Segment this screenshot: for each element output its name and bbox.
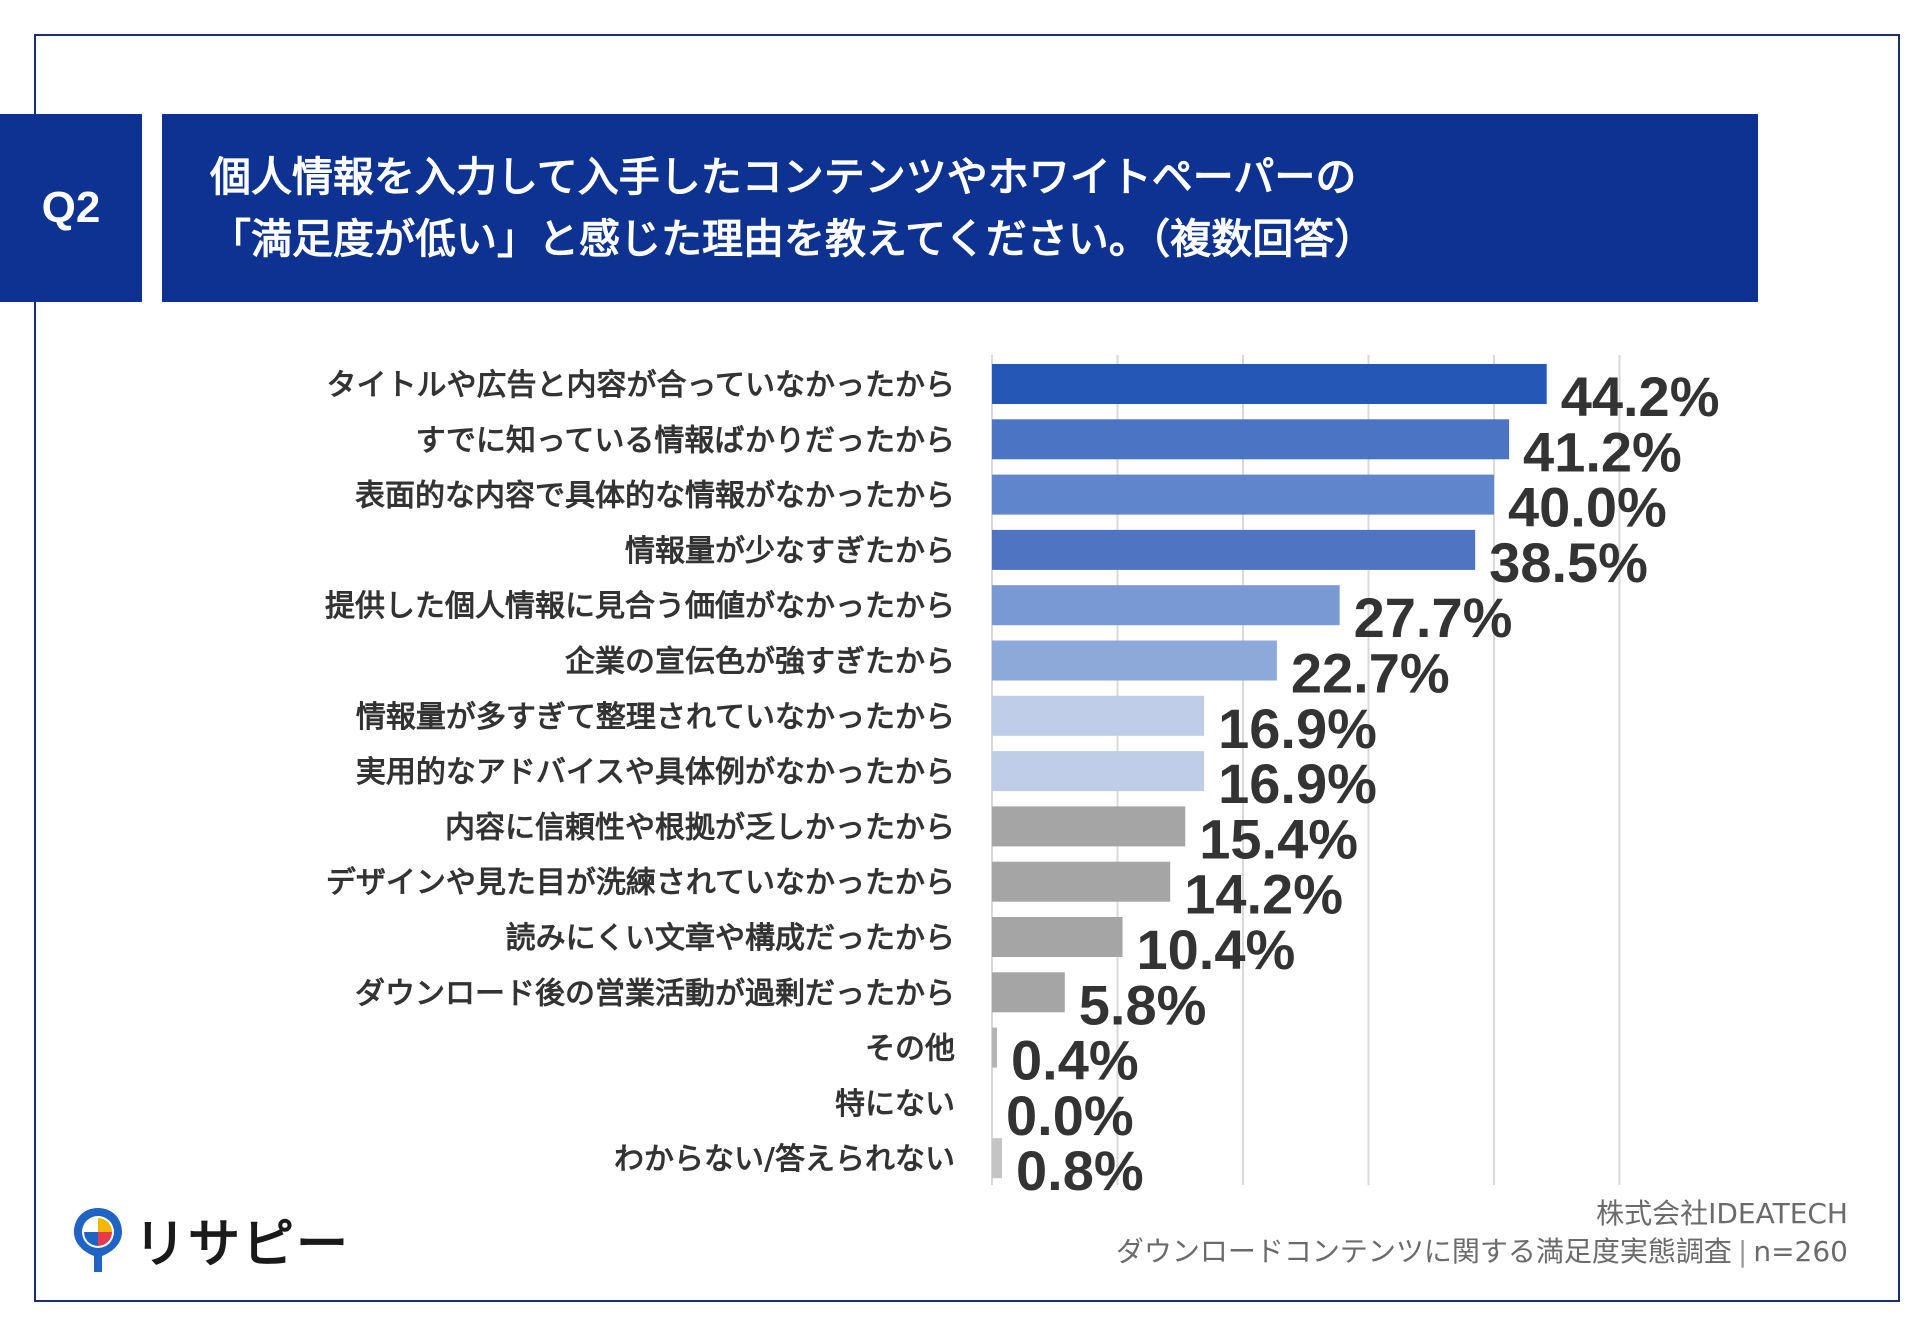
value-label: 40.0%: [1508, 476, 1667, 539]
category-label: わからない/答えられない: [614, 1142, 955, 1177]
value-label: 0.8%: [1016, 1139, 1144, 1202]
category-label: 特にない: [835, 1087, 955, 1122]
bar: [992, 917, 1123, 957]
question-title-banner: 個人情報を入力して入手したコンテンツやホワイトペーパーの 「満足度が低い」と感じ…: [162, 114, 1758, 302]
bar: [992, 861, 1171, 902]
category-label: ダウンロード後の営業活動が過剰だったから: [355, 976, 955, 1011]
chart-frame: [34, 34, 1900, 1302]
category-label: タイトルや広告と内容が合っていなかったから: [327, 368, 956, 403]
bar: [992, 640, 1277, 681]
question-title-line-2: 「満足度が低い」と感じた理由を教えてください。（複数回答）: [210, 215, 1376, 263]
category-label: 読みにくい文章や構成だったから: [506, 921, 955, 956]
source-company: 株式会社IDEATECH: [1596, 1197, 1848, 1230]
bar: [992, 364, 1547, 404]
question-title-line-1: 個人情報を入力して入手したコンテンツやホワイトペーパーの: [210, 153, 1357, 201]
bar: [992, 419, 1510, 460]
bar: [992, 751, 1205, 792]
category-label: 表面的な内容で具体的な情報がなかったから: [355, 479, 955, 514]
source-note: 株式会社IDEATECH ダウンロードコンテンツに関する満足度実態調査 | n=26…: [1116, 1195, 1848, 1271]
bar: [992, 1027, 998, 1068]
bar: [992, 972, 1065, 1013]
category-label: 情報量が多すぎて整理されていなかったから: [356, 700, 955, 735]
value-label: 16.9%: [1218, 752, 1377, 815]
bar: [992, 1138, 1003, 1179]
category-label: 実用的なアドバイスや具体例がなかったから: [356, 755, 955, 790]
map-pin-icon: [70, 1204, 126, 1276]
bar: [992, 474, 1494, 515]
bar: [992, 695, 1205, 736]
risapi-logo: リサピー: [70, 1202, 350, 1277]
question-number: Q2: [41, 183, 101, 232]
value-label: 44.2%: [1561, 365, 1720, 428]
bar: [992, 806, 1186, 847]
category-label: 情報量が少なすぎたから: [625, 534, 955, 569]
bar: [992, 529, 1476, 570]
category-label: 内容に信頼性や根拠が乏しかったから: [445, 810, 955, 845]
question-number-badge: Q2: [0, 114, 142, 302]
value-label: 22.7%: [1291, 642, 1450, 705]
value-label: 15.4%: [1199, 807, 1358, 870]
source-sample: n=260: [1753, 1235, 1848, 1268]
bar: [992, 585, 1340, 626]
value-label: 41.2%: [1523, 420, 1682, 483]
value-label: 16.9%: [1218, 697, 1377, 760]
value-label: 14.2%: [1184, 863, 1343, 926]
category-label: 提供した個人情報に見合う価値がなかったから: [325, 589, 955, 624]
category-label: デザインや見た目が洗練されていなかったから: [326, 866, 955, 901]
category-label: その他: [865, 1032, 955, 1067]
logo-text: リサピー: [134, 1215, 351, 1275]
category-label: すでに知っている情報ばかりだったから: [416, 423, 955, 458]
value-label: 27.7%: [1354, 586, 1513, 649]
value-label: 5.8%: [1079, 973, 1207, 1036]
source-survey: ダウンロードコンテンツに関する満足度実態調査: [1115, 1235, 1732, 1268]
value-label: 0.4%: [1011, 1029, 1139, 1092]
value-label: 10.4%: [1137, 918, 1296, 981]
category-label: 企業の宣伝色が強すぎたから: [565, 645, 955, 680]
source-survey-line: ダウンロードコンテンツに関する満足度実態調査 | n=260: [1115, 1235, 1848, 1268]
value-label: 38.5%: [1489, 531, 1648, 594]
value-label: 0.0%: [1006, 1084, 1134, 1147]
